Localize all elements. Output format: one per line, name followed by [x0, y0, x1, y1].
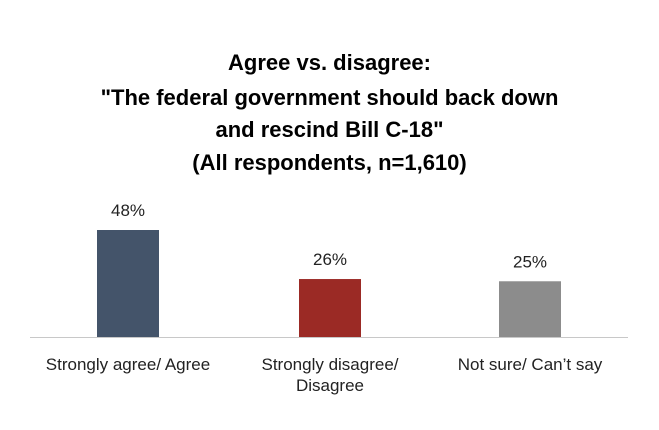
data-label-2: 26%	[313, 250, 347, 269]
x-tick-label-3-line-1: Not sure/ Can’t say	[457, 355, 603, 374]
chart-title-line-4: (All respondents, n=1,610)	[192, 150, 467, 175]
data-label-3: 25%	[513, 252, 547, 271]
chart-title-line-3: and rescind Bill C-18"	[215, 117, 444, 142]
x-tick-label-2-line-2: Disagree	[295, 376, 365, 396]
x-tick-label-1: Strongly agree/ Agree	[28, 354, 228, 375]
x-tick-label-2-line-1: Strongly disagree/	[261, 355, 399, 374]
x-tick-label-2: Strongly disagree/Disagree	[230, 354, 430, 397]
chart-title-line-1: Agree vs. disagree:	[228, 50, 431, 75]
bar-2	[299, 279, 361, 337]
bar-3	[499, 281, 561, 337]
chart-title-line-2: "The federal government should back down	[100, 85, 559, 110]
bar-1	[97, 230, 159, 337]
x-tick-label-1-line-1: Strongly agree/ Agree	[45, 355, 211, 374]
data-label-1: 48%	[111, 201, 145, 220]
x-tick-label-3: Not sure/ Can’t say	[430, 354, 630, 375]
